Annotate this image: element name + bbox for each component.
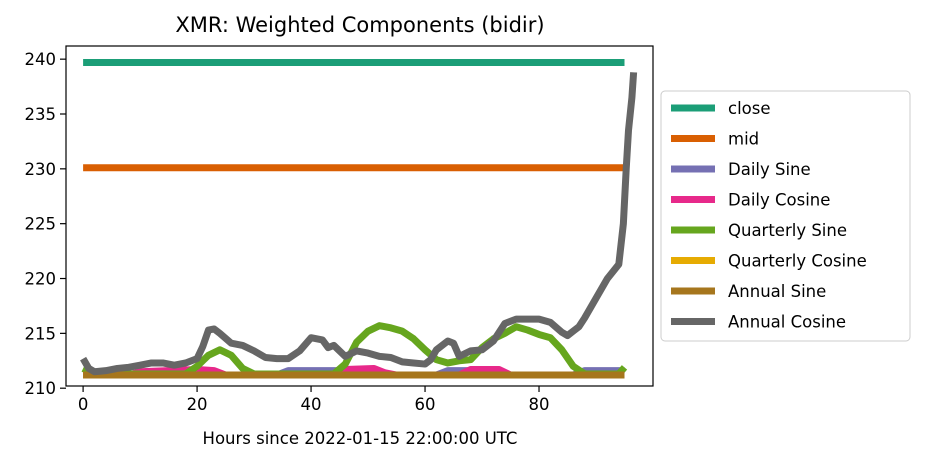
y-tick-label: 225: [25, 215, 57, 234]
y-tick-label: 215: [25, 324, 57, 343]
legend-label: Annual Cosine: [728, 313, 846, 332]
y-axis: 210 215 220 225 230 235 240: [25, 50, 66, 398]
legend-frame: [660, 90, 911, 342]
legend-label: close: [728, 99, 771, 118]
series-line-annual-cosine: [80, 72, 638, 376]
legend-label: mid: [728, 130, 759, 149]
series-line-quarterly-sine: [81, 322, 628, 378]
x-axis: 0 20 40 60 80: [78, 386, 550, 414]
x-axis-label: Hours since 2022-01-15 22:00:00 UTC: [203, 429, 518, 448]
y-tick-label: 240: [25, 50, 57, 69]
y-tick-label: 235: [25, 105, 57, 124]
legend-label: Daily Cosine: [728, 191, 830, 210]
legend-label: Quarterly Sine: [728, 221, 847, 240]
x-tick-label: 0: [78, 395, 89, 414]
chart-title: XMR: Weighted Components (bidir): [175, 13, 544, 37]
x-tick-label: 20: [187, 395, 208, 414]
y-tick-label: 230: [25, 160, 57, 179]
y-tick-label: 220: [25, 270, 57, 289]
plot-frame: [65, 45, 654, 387]
legend: close mid Daily Sine Daily Cosine Quarterly …: [660, 90, 911, 342]
x-tick-label: 40: [301, 395, 322, 414]
x-tick-label: 60: [415, 395, 436, 414]
plot-area: [80, 58, 638, 379]
legend-label: Annual Sine: [728, 282, 826, 301]
legend-label: Quarterly Cosine: [728, 252, 867, 271]
x-tick-label: 80: [529, 395, 550, 414]
legend-label: Daily Sine: [728, 160, 811, 179]
y-tick-label: 210: [25, 379, 57, 398]
